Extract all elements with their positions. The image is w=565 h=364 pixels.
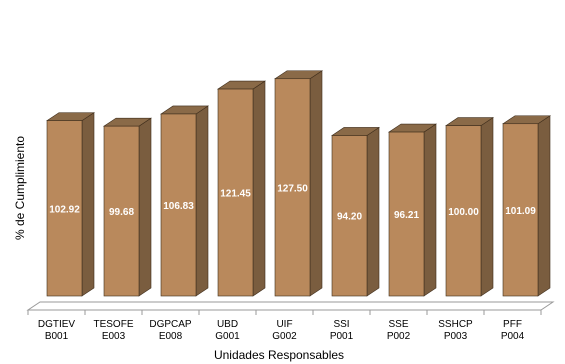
bar-front [502,123,539,297]
data-label: 121.45 [220,189,251,200]
x-tick-label: DGTIEV [38,319,76,330]
x-tick-label: G002 [272,331,297,342]
x-tick-label: P001 [330,331,354,342]
bar [388,123,437,297]
bar [274,70,323,297]
x-tick-label: DGPCAP [149,319,192,330]
data-label: 106.83 [163,201,194,212]
x-axis-title: Unidades Responsables [214,348,344,362]
data-labels-group: 102.92 99.68 106.83 121.45 127.50 94.20 96.21 1… [49,183,536,222]
bar-side [480,117,494,297]
bar-front [331,135,368,297]
bar [103,117,152,297]
data-label: 99.68 [109,207,134,218]
data-label: 94.20 [337,212,362,223]
bar [160,105,209,297]
x-tick-label: UBD [217,319,238,330]
bar-side [309,70,323,297]
x-tick-label: SSI [333,319,349,330]
bar-side [537,115,551,297]
bar [217,80,266,297]
bar [502,115,551,297]
x-tick-label: B001 [45,331,69,342]
data-label: 101.09 [505,206,536,217]
bar-side [252,80,266,297]
x-tick-label: SSE [388,319,408,330]
bar-front [46,120,83,297]
x-tick-label: PFF [503,319,522,330]
bar [445,117,494,297]
x-tick-label: SSHCP [438,319,473,330]
bar-side [195,105,209,297]
bar [46,112,95,297]
bar-side [366,126,380,297]
bar-front [103,125,140,297]
floor-plane [26,301,555,311]
bar-front [217,88,254,297]
bar-side [138,117,152,297]
bar-side [423,123,437,297]
data-label: 102.92 [49,204,80,215]
x-tick-label: G001 [215,331,240,342]
x-tick-label: P004 [501,331,525,342]
x-tick-label: TESOFE [93,319,133,330]
chart-floor [26,301,555,315]
x-tick-label: P002 [387,331,411,342]
data-label: 127.50 [277,183,308,194]
bars-group [46,70,551,297]
bar [331,126,380,297]
bar-front [274,78,311,297]
x-tick-label: UIF [276,319,292,330]
data-label: 100.00 [448,207,479,218]
bar-front [160,113,197,297]
x-tick-label: E003 [102,331,126,342]
bar-front [445,125,482,297]
x-tick-label: E008 [159,331,183,342]
y-axis-title: % de Cumplimiento [13,136,27,240]
bar-side [81,112,95,297]
x-tick-label: P003 [444,331,468,342]
data-label: 96.21 [394,210,419,221]
bar-front [388,131,425,297]
